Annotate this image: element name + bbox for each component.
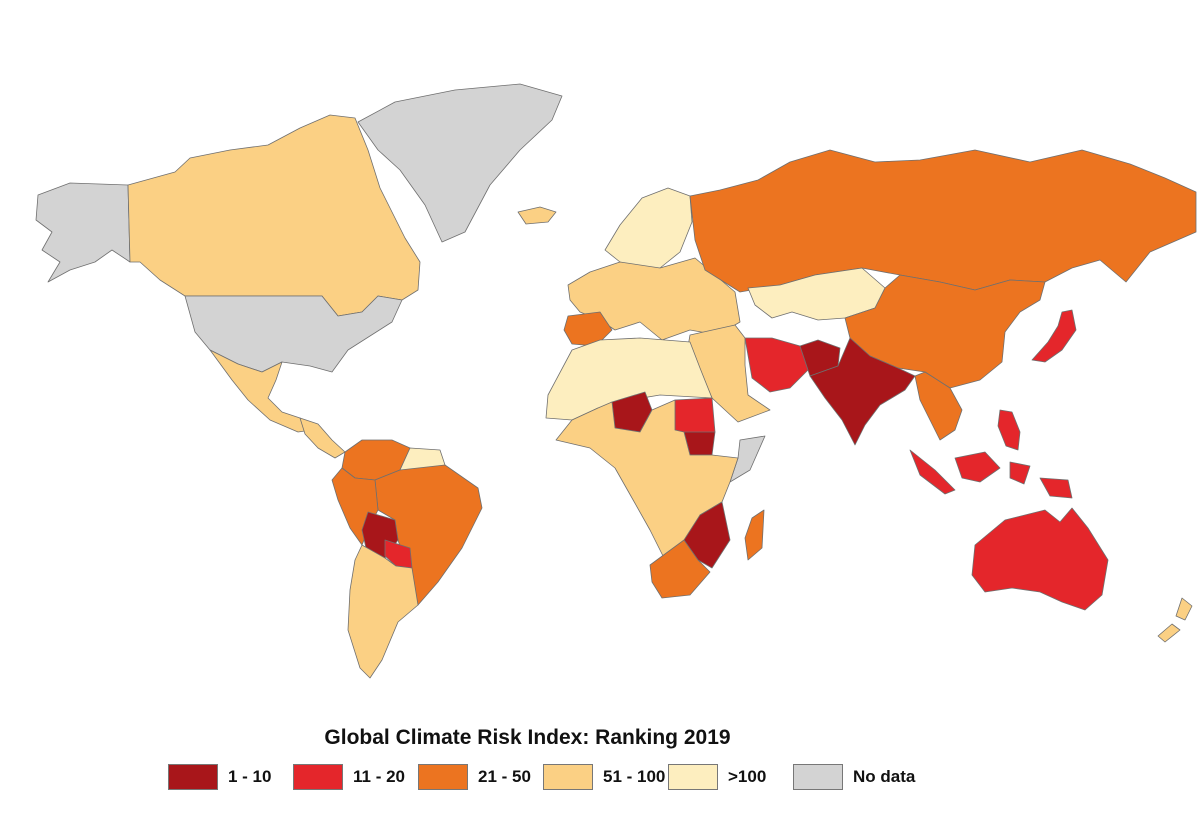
legend-item-21-50: 21 - 50 [418,764,543,790]
region-philippines [997,409,1021,451]
legend-title: Global Climate Risk Index: Ranking 2019 [324,726,731,749]
legend-item-no-data: No data [793,764,918,790]
region-central-america [299,417,346,459]
region-mexico [209,349,313,433]
legend-item-over-100: >100 [668,764,793,790]
region-canada [127,114,421,317]
legend-item-1-10: 1 - 10 [168,764,293,790]
region-central-africa [555,399,739,563]
legend-label-1-10: 1 - 10 [228,767,272,786]
legend-label-21-50: 21 - 50 [478,767,531,786]
region-japan [1031,309,1077,363]
region-iran [744,337,809,393]
region-indonesia [909,449,1073,499]
region-russia [689,149,1197,293]
legend-label-over-100: >100 [728,767,767,786]
region-scandinavia [604,187,693,273]
legend-swatch-1-10 [168,764,218,790]
legend-label-no-data: No data [853,767,916,786]
legend-swatch-over-100 [668,764,718,790]
region-greenland [357,83,563,243]
region-southeast-asia [914,371,963,441]
legend-swatch-no-data [793,764,843,790]
region-iceland [517,206,557,225]
region-india [809,337,916,446]
region-chile-argentina [347,544,419,679]
world-map-svg [35,83,1197,679]
region-north-africa [545,337,713,421]
legend-item-51-100: 51 - 100 [543,764,668,790]
region-alaska [35,182,131,283]
region-madagascar [744,509,765,561]
legend-swatch-51-100 [543,764,593,790]
legend: 1 - 10 11 - 20 21 - 50 51 - 100 >100 No … [168,763,918,791]
region-new-zealand [1157,597,1193,643]
region-somalia [729,435,766,483]
region-australia [971,507,1109,611]
legend-label-11-20: 11 - 20 [353,767,405,786]
legend-item-11-20: 11 - 20 [293,764,418,790]
legend-swatch-21-50 [418,764,468,790]
world-map [35,83,1197,679]
legend-swatch-11-20 [293,764,343,790]
legend-label-51-100: 51 - 100 [603,767,666,786]
region-south-africa [649,539,711,599]
